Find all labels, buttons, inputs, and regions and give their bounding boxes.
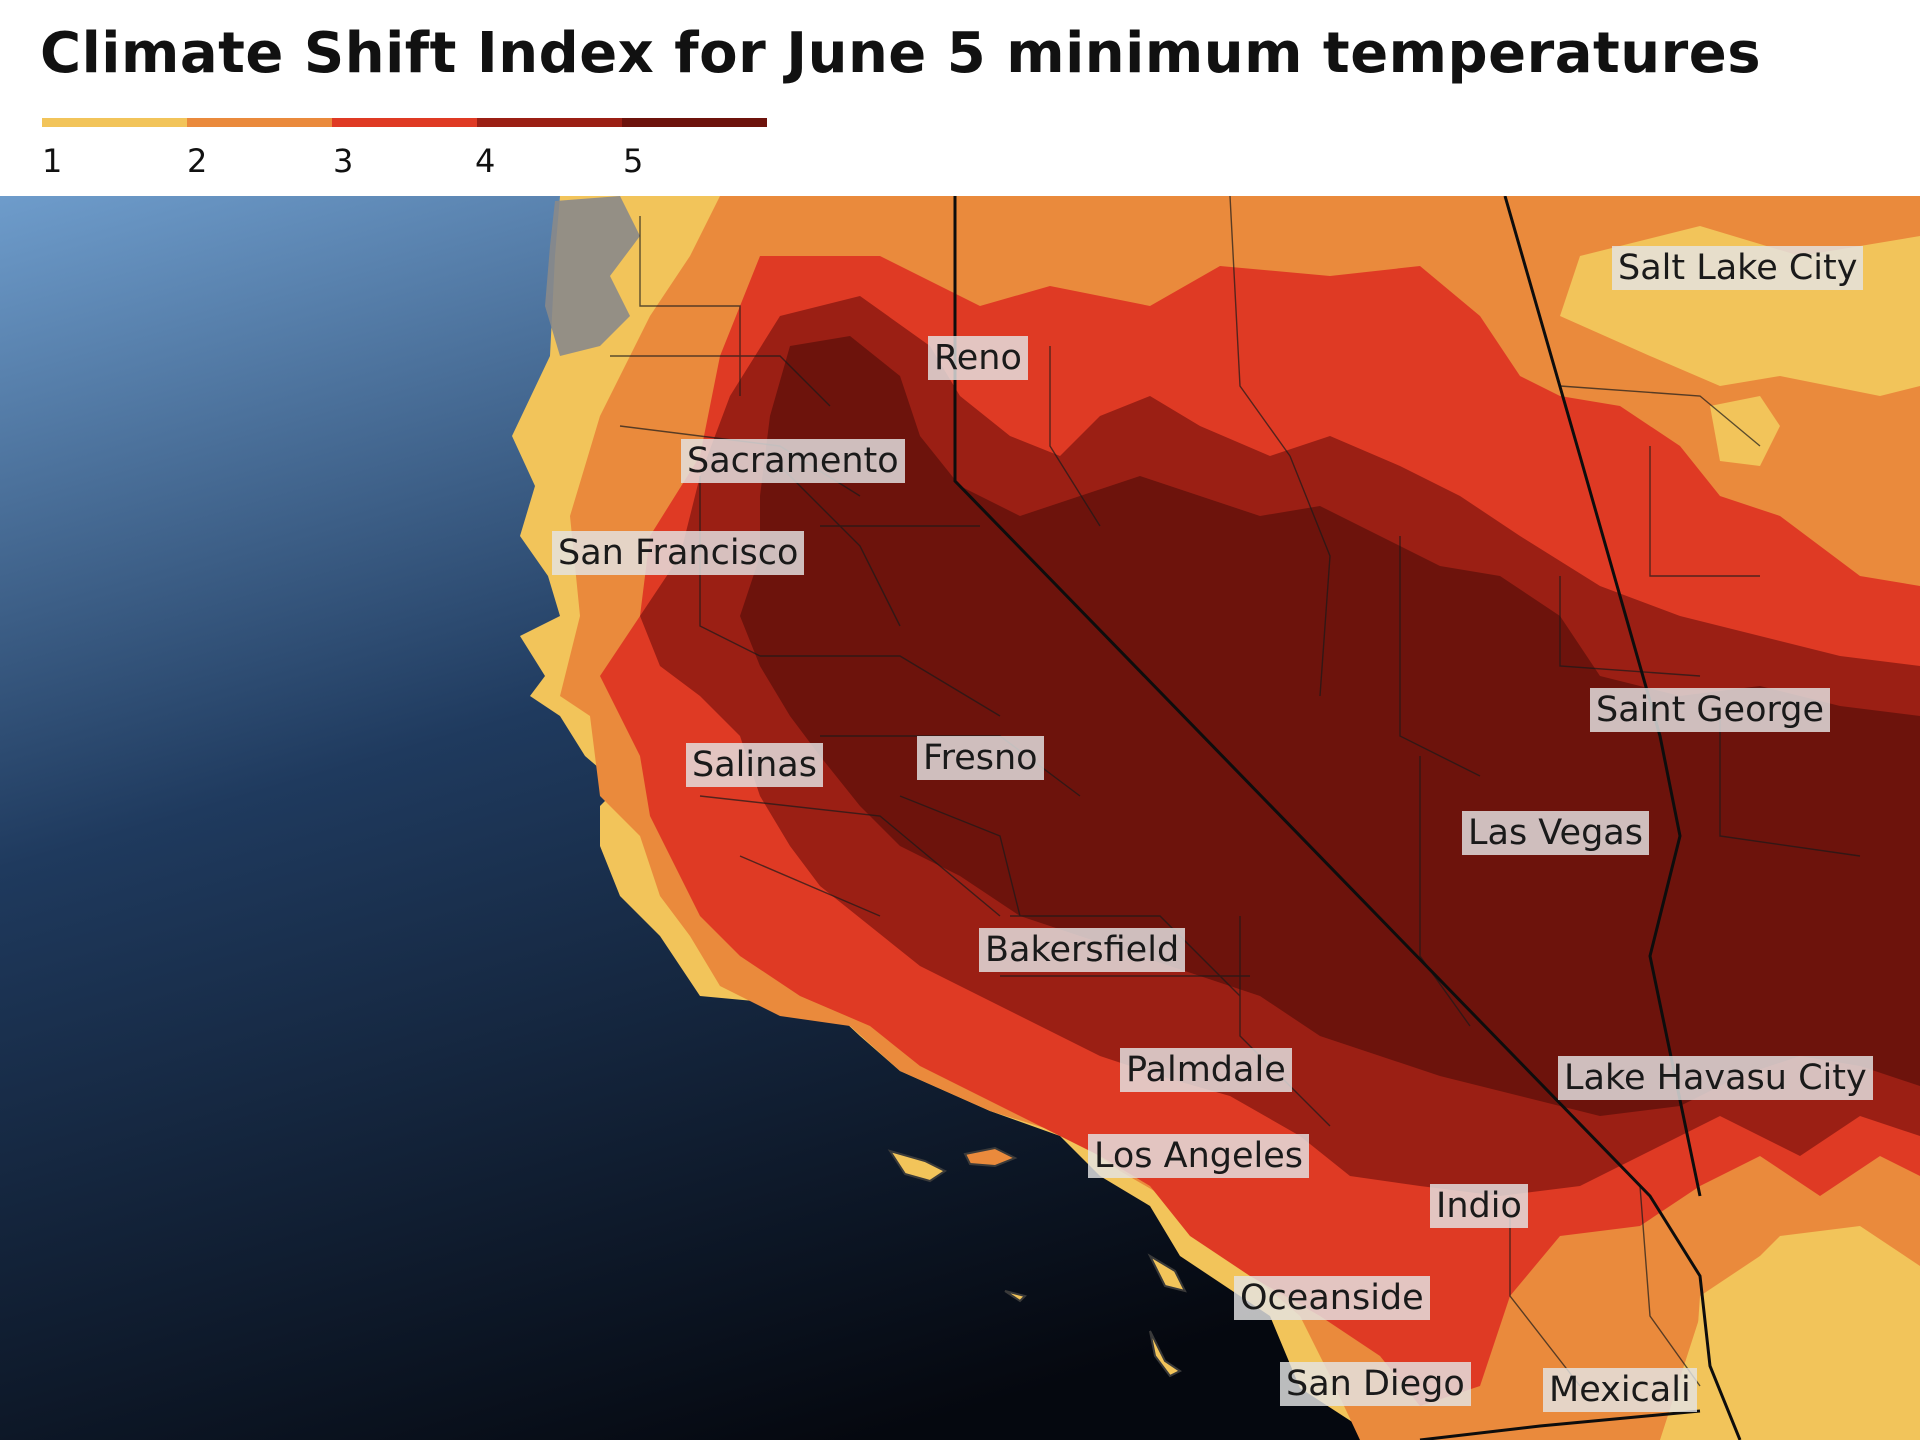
city-label-salt-lake-city: Salt Lake City (1612, 246, 1864, 290)
city-label-san-diego: San Diego (1280, 1362, 1471, 1406)
city-label-palmdale: Palmdale (1120, 1048, 1292, 1092)
city-label-salinas: Salinas (686, 743, 823, 787)
legend-tick-1: 1 (42, 142, 63, 180)
city-label-mexicali: Mexicali (1543, 1368, 1697, 1412)
city-label-fresno: Fresno (917, 736, 1044, 780)
legend-tick-5: 5 (623, 142, 644, 180)
city-label-lake-havasu-city: Lake Havasu City (1558, 1056, 1873, 1100)
legend-swatch-5 (622, 118, 767, 127)
legend-swatch-1 (42, 118, 187, 127)
map-title: Climate Shift Index for June 5 minimum t… (40, 21, 1762, 86)
map-canvas (0, 196, 1920, 1440)
city-label-los-angeles: Los Angeles (1088, 1134, 1310, 1178)
state-borders (953, 196, 1742, 1440)
climate-map: Salt Lake City Reno Sacramento San Franc… (0, 196, 1920, 1440)
city-label-bakersfield: Bakersfield (979, 928, 1186, 972)
channel-islands (887, 1146, 1187, 1378)
city-label-oceanside: Oceanside (1234, 1276, 1430, 1320)
terrain-relief (545, 196, 640, 356)
city-label-sacramento: Sacramento (681, 439, 905, 483)
map-header: Climate Shift Index for June 5 minimum t… (0, 0, 1920, 196)
legend-swatch-3 (332, 118, 477, 127)
city-label-reno: Reno (928, 336, 1028, 380)
legend-tick-2: 2 (187, 142, 208, 180)
city-label-san-francisco: San Francisco (552, 531, 805, 575)
shift-zone (740, 336, 1920, 1116)
legend-tick-3: 3 (333, 142, 354, 180)
county-lines (610, 196, 1861, 1387)
legend-swatch-4 (477, 118, 622, 127)
legend-color-scale (42, 118, 767, 127)
shift-zone (1690, 1246, 1920, 1440)
legend-tick-4: 4 (475, 142, 496, 180)
legend-swatch-2 (187, 118, 332, 127)
shift-zone (1710, 396, 1780, 466)
city-label-indio: Indio (1430, 1184, 1528, 1228)
city-label-saint-george: Saint George (1590, 688, 1831, 732)
city-label-las-vegas: Las Vegas (1462, 811, 1649, 855)
